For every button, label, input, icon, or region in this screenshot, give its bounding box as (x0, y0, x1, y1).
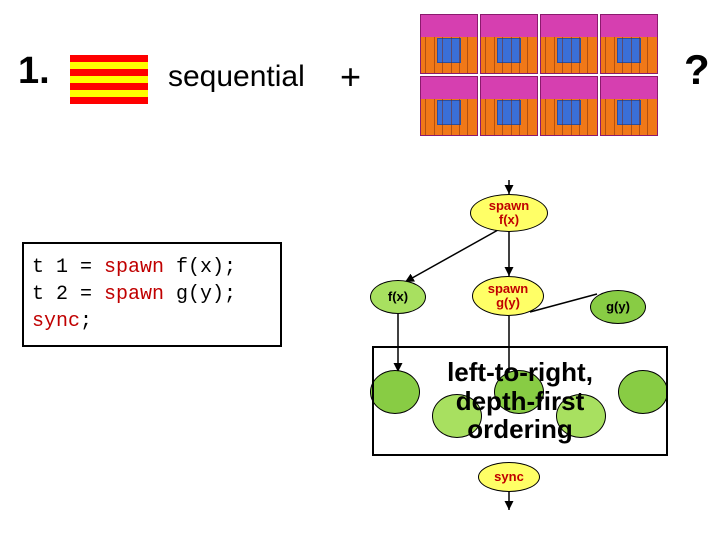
node-label: spawn f(x) (489, 199, 529, 226)
graph-node-root: spawn f(x) (470, 194, 548, 232)
header-question: ? (684, 46, 710, 94)
stripe (70, 62, 148, 69)
code-line: t 1 = spawn f(x); (32, 254, 272, 281)
overlay-box: left-to-right,depth-firstordering (372, 346, 668, 456)
overlay-line: left-to-right, (374, 358, 666, 387)
overlay-line: ordering (374, 415, 666, 444)
node-label: g(y) (606, 300, 630, 314)
code-line: t 2 = spawn g(y); (32, 281, 272, 308)
chip-tile (540, 76, 598, 136)
chip-tile (480, 14, 538, 74)
stripe (70, 76, 148, 83)
chip-tile (480, 76, 538, 136)
header-number: 1. (18, 50, 50, 93)
chip-tile (540, 14, 598, 74)
stripes-block (70, 55, 148, 104)
node-label: sync (494, 470, 524, 484)
graph-node-gy: g(y) (590, 290, 646, 324)
overlay-line: depth-first (374, 387, 666, 416)
chip-tile (600, 14, 658, 74)
chip-tile (420, 14, 478, 74)
graph-node-sync: sync (478, 462, 540, 492)
header-label: sequential (168, 60, 305, 94)
node-label: spawn g(y) (488, 282, 528, 309)
header-plus: + (340, 56, 361, 98)
chip-tile (600, 76, 658, 136)
stripe (70, 83, 148, 90)
chip-tile (420, 76, 478, 136)
stripe (70, 69, 148, 76)
graph-node-sg: spawn g(y) (472, 276, 544, 316)
code-box: t 1 = spawn f(x);t 2 = spawn g(y);sync; (22, 242, 282, 347)
node-label: f(x) (388, 290, 408, 304)
stripe (70, 55, 148, 62)
stripe (70, 97, 148, 104)
stripe (70, 90, 148, 97)
chip-grid (420, 14, 658, 136)
code-line: sync; (32, 308, 272, 335)
graph-node-fx: f(x) (370, 280, 426, 314)
